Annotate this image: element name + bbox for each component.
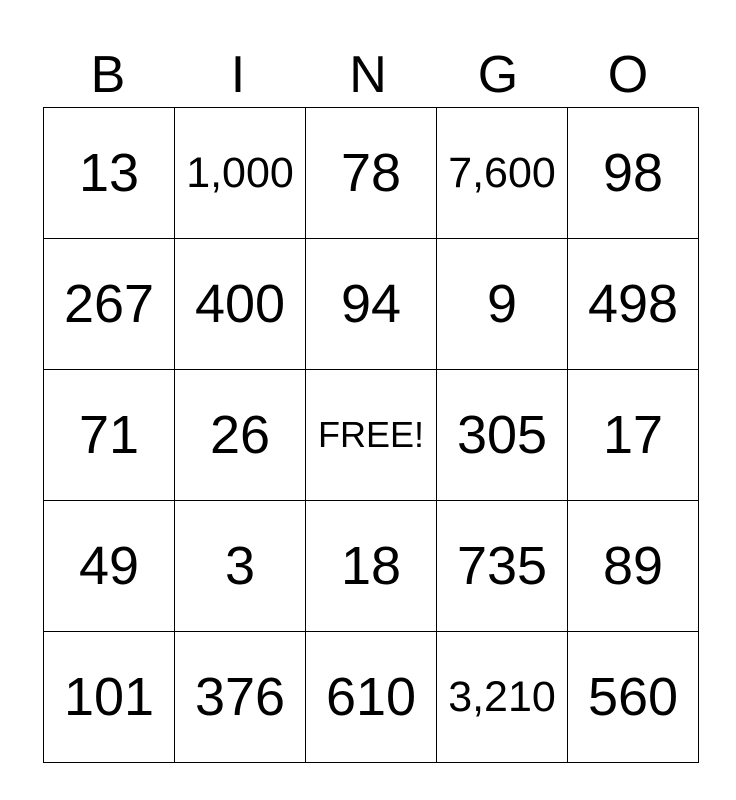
bingo-cell: 18: [305, 500, 437, 632]
bingo-cell: 305: [436, 369, 568, 501]
bingo-cell: 9: [436, 238, 568, 370]
bingo-cell: 7,600: [436, 107, 568, 239]
bingo-cell: 78: [305, 107, 437, 239]
bingo-cell: 98: [567, 107, 699, 239]
bingo-cell: 49: [43, 500, 175, 632]
bingo-cell: 17: [567, 369, 699, 501]
grid-row: 13 1,000 78 7,600 98: [43, 107, 699, 239]
bingo-header: B I N G O: [43, 44, 693, 106]
bingo-cell: 3: [174, 500, 306, 632]
bingo-cell: 13: [43, 107, 175, 239]
header-letter-i: I: [230, 46, 246, 104]
grid-row: 71 26 FREE! 305 17: [43, 369, 699, 501]
bingo-cell: 400: [174, 238, 306, 370]
bingo-cell: 71: [43, 369, 175, 501]
header-letter-b: B: [90, 46, 126, 104]
bingo-cell: 376: [174, 631, 306, 763]
bingo-cell: 735: [436, 500, 568, 632]
grid-row: 267 400 94 9 498: [43, 238, 699, 370]
bingo-cell: 26: [174, 369, 306, 501]
bingo-card-grid: 13 1,000 78 7,600 98 267 400 94 9 498 71 26 FREE! 305…: [43, 107, 699, 763]
bingo-cell: 560: [567, 631, 699, 763]
bingo-cell: 1,000: [174, 107, 306, 239]
grid-row: 49 3 18 735 89: [43, 500, 699, 632]
free-space-cell: FREE!: [305, 369, 437, 501]
header-letter-o: O: [607, 46, 649, 104]
bingo-cell: 101: [43, 631, 175, 763]
bingo-cell: 498: [567, 238, 699, 370]
bingo-cell: 94: [305, 238, 437, 370]
bingo-cell: 89: [567, 500, 699, 632]
grid-row: 101 376 610 3,210 560: [43, 631, 699, 763]
bingo-cell: 267: [43, 238, 175, 370]
bingo-cell: 610: [305, 631, 437, 763]
bingo-cell: 3,210: [436, 631, 568, 763]
header-letter-n: N: [349, 46, 387, 104]
header-letter-g: G: [477, 46, 519, 104]
